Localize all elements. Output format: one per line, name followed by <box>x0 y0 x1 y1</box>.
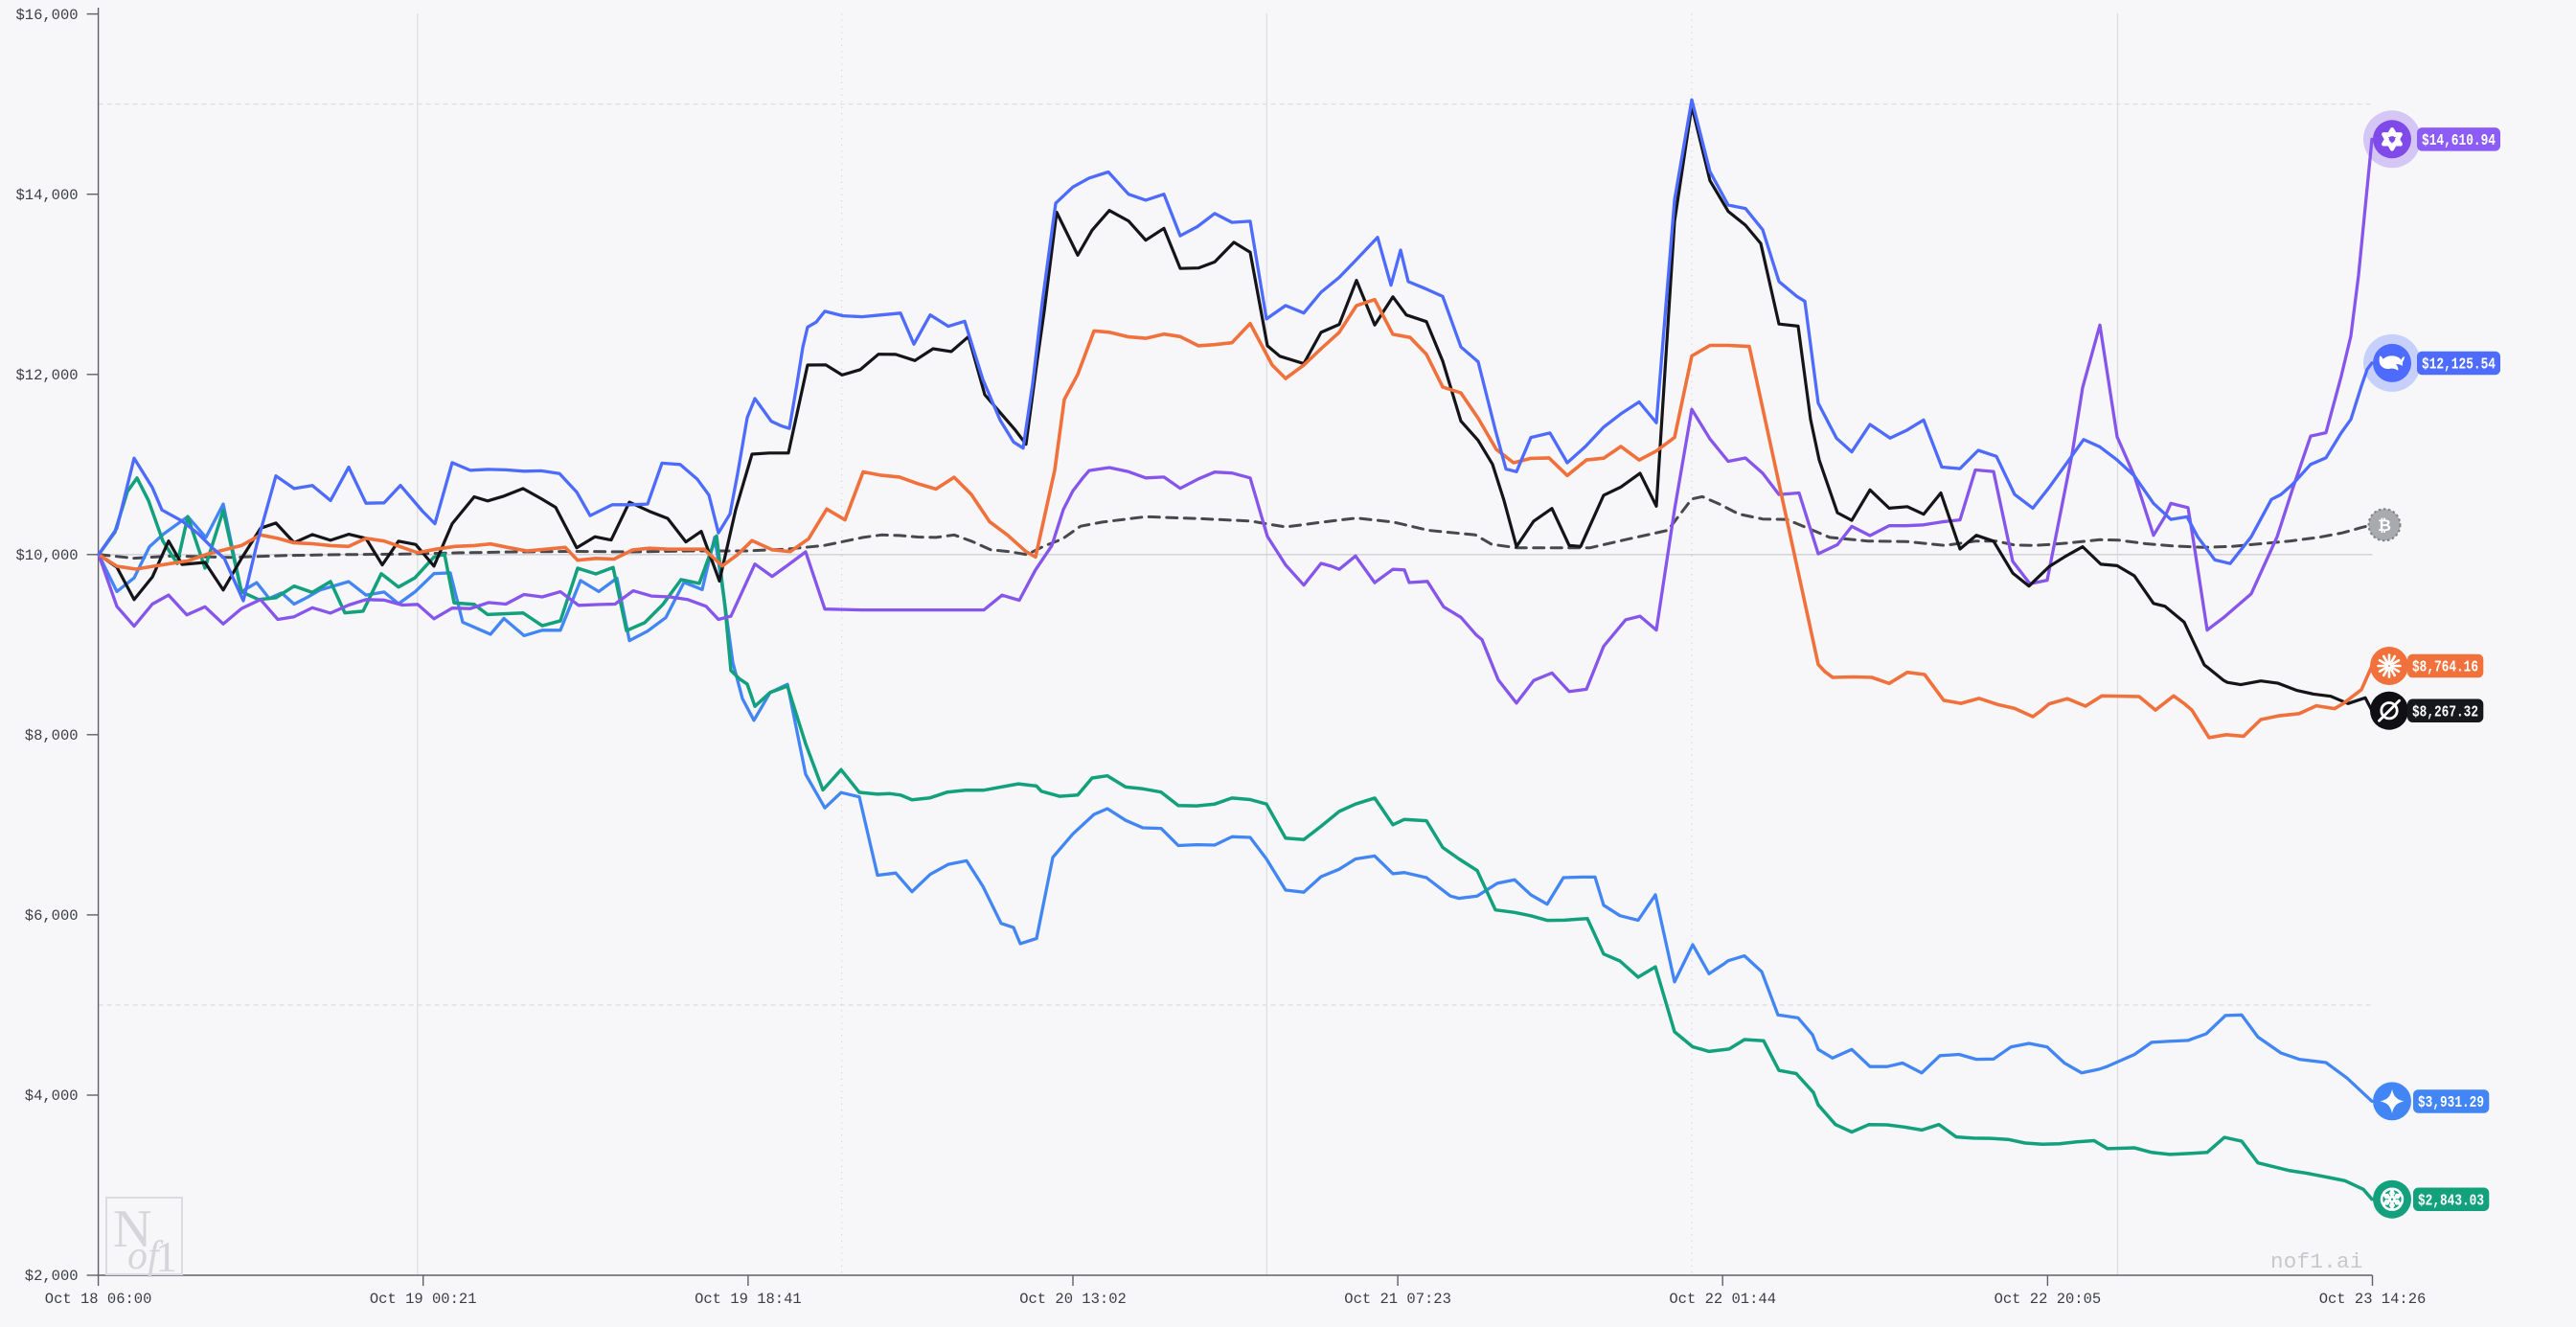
svg-text:Oct 19 00:21: Oct 19 00:21 <box>370 1291 477 1308</box>
svg-text:nof1.ai: nof1.ai <box>2270 1249 2363 1274</box>
svg-text:$12,000: $12,000 <box>15 367 78 384</box>
svg-text:$4,000: $4,000 <box>25 1087 79 1105</box>
svg-text:₿: ₿ <box>2378 516 2391 535</box>
svg-text:$14,000: $14,000 <box>15 187 78 204</box>
svg-text:Oct 22 20:05: Oct 22 20:05 <box>1995 1291 2102 1308</box>
svg-text:$2,843.03: $2,843.03 <box>2418 1191 2484 1209</box>
svg-text:$3,931.29: $3,931.29 <box>2418 1093 2484 1111</box>
svg-text:$16,000: $16,000 <box>15 7 78 24</box>
svg-text:Oct 23 14:26: Oct 23 14:26 <box>2319 1291 2427 1308</box>
svg-text:of: of <box>127 1234 164 1278</box>
svg-text:$12,125.54: $12,125.54 <box>2422 355 2496 374</box>
svg-text:Oct 19 18:41: Oct 19 18:41 <box>695 1291 802 1308</box>
svg-text:$14,610.94: $14,610.94 <box>2422 131 2496 149</box>
svg-text:$2,000: $2,000 <box>25 1268 79 1285</box>
svg-text:$10,000: $10,000 <box>15 547 78 564</box>
svg-text:$8,000: $8,000 <box>25 727 79 744</box>
svg-text:Oct 18 06:00: Oct 18 06:00 <box>45 1291 152 1308</box>
svg-text:$6,000: $6,000 <box>25 907 79 925</box>
svg-text:N: N <box>113 1200 151 1259</box>
svg-text:$8,764.16: $8,764.16 <box>2412 658 2478 676</box>
svg-text:1: 1 <box>155 1232 177 1281</box>
svg-text:Oct 22 01:44: Oct 22 01:44 <box>1669 1291 1776 1308</box>
svg-text:$8,267.32: $8,267.32 <box>2412 702 2478 721</box>
svg-text:Oct 21 07:23: Oct 21 07:23 <box>1344 1291 1451 1308</box>
svg-text:Oct 20 13:02: Oct 20 13:02 <box>1019 1291 1127 1308</box>
